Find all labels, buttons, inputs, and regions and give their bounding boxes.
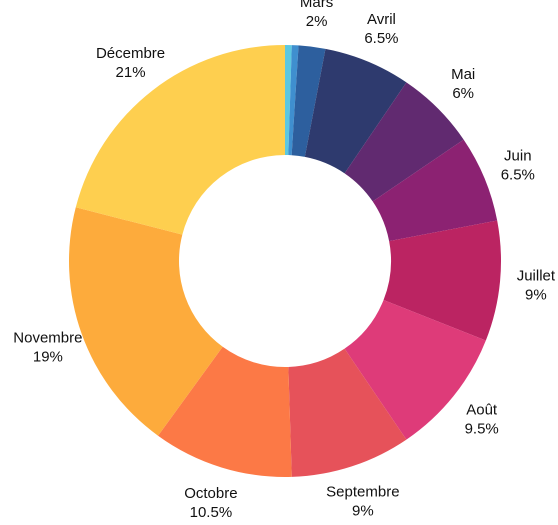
slice-septembre	[288, 348, 407, 477]
slice-label-percent: 6.5%	[501, 167, 535, 184]
label-septembre: Septembre 9%	[326, 484, 399, 520]
slice-label-name: Septembre	[326, 484, 399, 501]
slice-label-name: Mai	[451, 66, 475, 83]
slice-fevrier	[288, 45, 299, 156]
label-juin: Juin 6.5%	[501, 148, 535, 184]
label-aout: Août 9.5%	[465, 402, 499, 438]
slice-label-percent: 21%	[116, 64, 146, 81]
slice-label-percent: 6%	[452, 85, 474, 102]
slice-label-percent: 9%	[525, 287, 547, 304]
slice-label-name: Juillet	[517, 268, 556, 285]
slice-label-name: Août	[466, 402, 498, 419]
slice-label-name: Novembre	[13, 329, 82, 346]
slice-avril	[304, 48, 407, 174]
label-octobre: Octobre 10.5%	[184, 485, 237, 521]
slice-mai	[344, 82, 464, 202]
label-avril: Avril 6.5%	[364, 11, 398, 47]
slice-novembre	[68, 207, 223, 436]
slice-janvier	[285, 45, 292, 156]
slice-label-name: Avril	[367, 11, 396, 28]
donut-slices	[68, 45, 502, 477]
slice-octobre	[158, 346, 292, 477]
slice-label-percent: 9.5%	[465, 421, 499, 438]
slice-juillet	[383, 220, 502, 341]
slice-label-percent: 10.5%	[190, 504, 233, 521]
slice-aout	[344, 300, 486, 440]
slice-label-name: Décembre	[96, 45, 165, 62]
slice-label-percent: 9%	[352, 503, 374, 520]
slice-label-name: Mars	[300, 0, 333, 11]
slice-label-name: Juin	[504, 148, 532, 165]
slice-label-percent: 2%	[306, 13, 328, 30]
label-novembre: Novembre 19%	[13, 329, 82, 365]
label-juillet: Juillet 9%	[517, 268, 556, 304]
slice-juin	[372, 139, 498, 242]
slice-labels: Mars 2% Avril 6.5% Mai 6% Juin 6.5% Juillet 9% Aoû…	[13, 0, 556, 521]
slice-label-percent: 6.5%	[364, 30, 398, 47]
slice-mars	[291, 45, 326, 157]
slice-label-percent: 19%	[33, 348, 63, 365]
label-mars: Mars 2%	[300, 0, 333, 30]
slice-label-name: Octobre	[184, 485, 237, 502]
slice-decembre	[75, 45, 285, 235]
label-mai: Mai 6%	[451, 66, 475, 102]
label-decembre: Décembre 21%	[96, 45, 165, 81]
